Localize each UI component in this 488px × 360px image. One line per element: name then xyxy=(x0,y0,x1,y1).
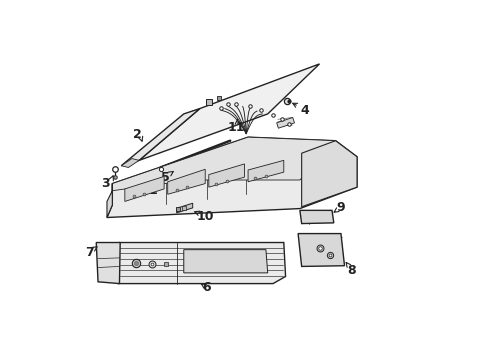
Polygon shape xyxy=(121,109,200,166)
Polygon shape xyxy=(107,137,356,217)
Polygon shape xyxy=(107,184,112,217)
Text: 8: 8 xyxy=(346,264,355,276)
Polygon shape xyxy=(121,158,139,167)
Polygon shape xyxy=(298,234,344,266)
Polygon shape xyxy=(96,243,120,284)
Polygon shape xyxy=(176,203,192,213)
Polygon shape xyxy=(276,117,294,128)
Text: 5: 5 xyxy=(161,171,169,184)
Text: 4: 4 xyxy=(300,104,309,117)
Polygon shape xyxy=(247,160,283,182)
Polygon shape xyxy=(208,164,244,187)
Polygon shape xyxy=(112,137,335,191)
Text: 2: 2 xyxy=(133,128,142,141)
Text: 10: 10 xyxy=(196,210,214,223)
Text: 3: 3 xyxy=(102,177,110,190)
Polygon shape xyxy=(301,141,356,207)
Polygon shape xyxy=(299,210,333,224)
Text: 11: 11 xyxy=(227,121,245,134)
Polygon shape xyxy=(167,169,205,194)
Text: 9: 9 xyxy=(335,201,344,214)
Polygon shape xyxy=(139,64,319,160)
Polygon shape xyxy=(124,176,164,202)
Polygon shape xyxy=(183,249,267,273)
Text: 1: 1 xyxy=(149,184,158,197)
Text: 7: 7 xyxy=(85,246,94,258)
Polygon shape xyxy=(118,243,285,284)
Text: 6: 6 xyxy=(202,282,211,294)
